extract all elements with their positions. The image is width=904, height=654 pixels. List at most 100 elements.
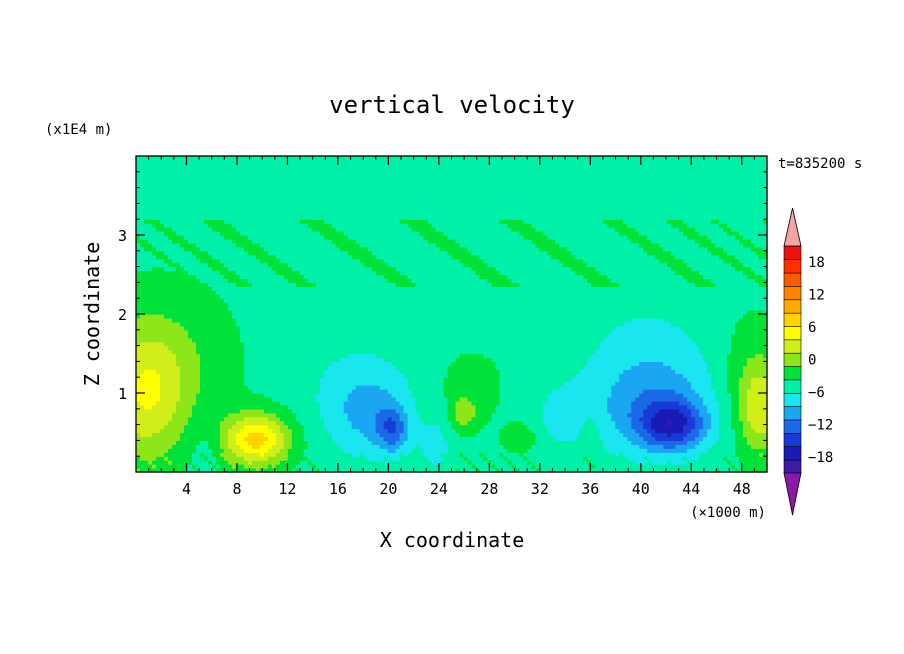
field-cell (643, 400, 648, 406)
field-cell (379, 396, 385, 402)
field-cell (619, 369, 624, 374)
field-cell (155, 385, 161, 390)
field-cell (423, 349, 429, 355)
field-cell (499, 440, 505, 445)
field-cell (315, 428, 321, 434)
field-cell (567, 456, 572, 461)
field-cell (199, 468, 205, 473)
field-cell (183, 440, 189, 445)
field-cell (495, 428, 501, 434)
field-cell (239, 424, 245, 430)
field-cell (231, 393, 237, 398)
field-cell (303, 464, 309, 469)
field-cell (567, 385, 572, 390)
field-cell (659, 389, 664, 394)
field-cell (391, 464, 397, 469)
field-cell (447, 432, 453, 438)
field-cell (355, 377, 361, 382)
field-cell (583, 408, 588, 414)
field-cell (555, 353, 560, 359)
field-cell (491, 389, 497, 394)
field-cell (679, 440, 684, 445)
field-cell (739, 416, 744, 422)
field-cell (535, 448, 540, 453)
field-cell (559, 440, 564, 445)
field-cell (207, 448, 213, 453)
field-cell (351, 357, 357, 362)
field-cell (483, 452, 489, 457)
field-cell (459, 420, 465, 426)
field-cell (491, 428, 497, 434)
field-cell (755, 389, 760, 394)
field-cell (391, 357, 397, 362)
field-cell (555, 381, 560, 386)
field-cell (479, 389, 485, 394)
field-cell (463, 464, 469, 469)
field-cell (759, 385, 764, 390)
field-cell (611, 416, 616, 422)
field-cell (395, 369, 401, 374)
field-cell (287, 460, 293, 465)
field-cell (275, 468, 281, 473)
field-cell (719, 389, 724, 394)
field-cell (519, 361, 524, 366)
field-cell (207, 357, 213, 362)
field-cell (451, 369, 457, 374)
field-cell (747, 377, 752, 382)
field-cell (387, 456, 393, 461)
field-cell (491, 385, 497, 390)
field-cell (319, 385, 325, 390)
field-cell (235, 400, 241, 406)
field-cell (207, 452, 213, 457)
field-cell (195, 345, 201, 351)
field-cell (223, 393, 229, 398)
field-cell (235, 381, 241, 386)
field-cell (583, 385, 588, 390)
field-cell (679, 432, 684, 438)
field-cell (707, 436, 712, 441)
field-cell (503, 460, 509, 465)
field-cell (543, 389, 548, 394)
field-cell (239, 404, 245, 410)
field-cell (507, 353, 512, 359)
field-cell (355, 365, 361, 370)
field-cell (255, 357, 261, 362)
field-cell (519, 369, 524, 374)
field-cell (371, 440, 377, 445)
field-cell (515, 385, 520, 390)
field-cell (551, 389, 556, 394)
field-cell (491, 404, 497, 410)
field-cell (203, 377, 209, 382)
field-cell (479, 373, 485, 378)
field-cell (231, 416, 237, 422)
field-cell (643, 452, 648, 457)
field-cell (591, 436, 596, 441)
field-cell (311, 452, 317, 457)
field-cell (195, 468, 201, 473)
field-cell (211, 436, 217, 441)
field-cell (375, 345, 381, 351)
field-cell (703, 365, 708, 370)
field-cell (607, 389, 612, 394)
field-cell (603, 369, 608, 374)
field-cell (439, 400, 445, 406)
field-cell (215, 365, 221, 370)
field-cell (499, 412, 505, 418)
field-cell (207, 416, 213, 422)
field-cell (243, 353, 249, 359)
field-cell (511, 345, 516, 351)
field-cell (491, 373, 497, 378)
field-cell (507, 361, 512, 366)
field-cell (315, 460, 321, 465)
field-cell (655, 424, 660, 430)
field-cell (679, 369, 684, 374)
field-cell (639, 389, 644, 394)
field-cell (595, 412, 600, 418)
field-cell (455, 424, 461, 430)
field-cell (323, 456, 329, 461)
field-cell (671, 420, 676, 426)
field-cell (563, 377, 568, 382)
field-cell (435, 468, 441, 473)
field-cell (511, 452, 516, 457)
field-cell (235, 389, 241, 394)
